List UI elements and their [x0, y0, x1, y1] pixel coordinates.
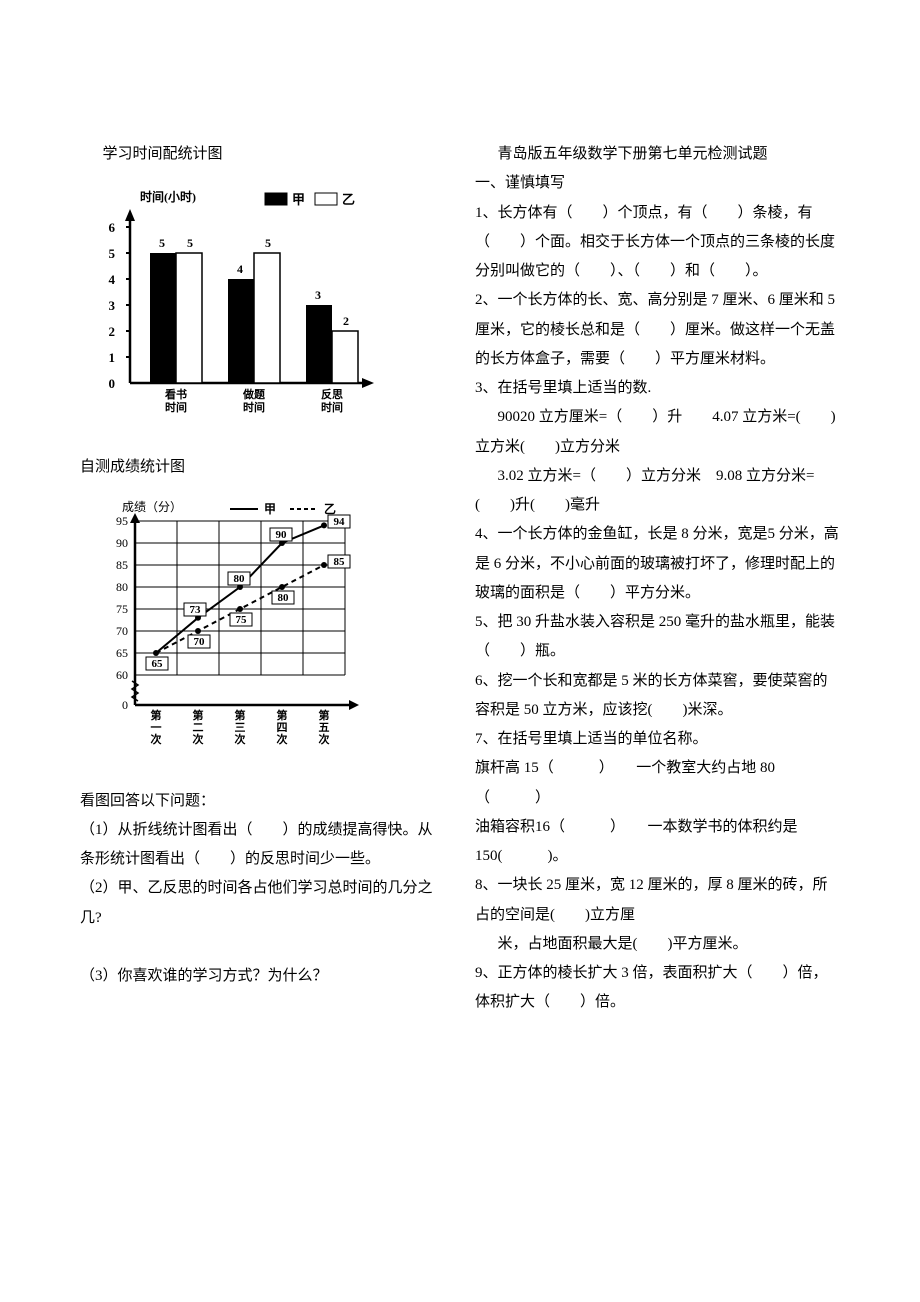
svg-text:60: 60: [116, 668, 128, 682]
section-1-heading: 一、谨慎填写: [475, 169, 840, 198]
q2: （2）甲、乙反思的时间各占他们学习总时间的几分之几?: [80, 874, 445, 933]
legend-jia: 甲: [292, 192, 305, 207]
item-1: 1、长方体有（ ）个顶点，有（ ）条棱，有（ ）个面。相交于长方体一个顶点的三条…: [475, 199, 840, 287]
svg-text:4: 4: [237, 262, 243, 276]
svg-text:0: 0: [109, 376, 116, 391]
left-column: 学习时间配统计图 时间(小时) 甲 乙 0 1 2 3: [80, 140, 445, 1018]
svg-text:3: 3: [315, 288, 321, 302]
svg-text:2: 2: [343, 314, 349, 328]
svg-text:第: 第: [235, 708, 246, 722]
svg-text:90: 90: [276, 529, 288, 541]
svg-text:时间: 时间: [321, 400, 343, 414]
line-chart: 成绩（分） 甲 乙: [80, 497, 445, 767]
svg-text:五: 五: [319, 721, 330, 734]
svg-text:2: 2: [109, 324, 116, 339]
svg-text:三: 三: [235, 721, 246, 734]
svg-text:第: 第: [319, 708, 330, 722]
svg-text:看书: 看书: [165, 387, 187, 401]
svg-text:次: 次: [193, 732, 204, 746]
svg-text:94: 94: [334, 516, 346, 528]
svg-text:5: 5: [109, 246, 116, 261]
q-intro: 看图回答以下问题：: [80, 787, 445, 816]
svg-text:85: 85: [116, 558, 128, 572]
svg-text:第: 第: [193, 708, 204, 722]
svg-text:次: 次: [319, 732, 330, 746]
svg-text:73: 73: [190, 604, 202, 616]
x-labels-line: 第一次 第二次 第三次 第四次 第五次: [151, 708, 330, 746]
right-column: 青岛版五年级数学下册第七单元检测试题 一、谨慎填写 1、长方体有（ ）个顶点，有…: [475, 140, 840, 1018]
svg-text:80: 80: [234, 573, 246, 585]
svg-text:时间: 时间: [165, 400, 187, 414]
svg-text:1: 1: [109, 350, 116, 365]
svg-text:0: 0: [122, 698, 128, 712]
item-7a: 旗杆高 15（ ） 一个教室大约占地 80（ ）: [475, 754, 840, 813]
svg-text:85: 85: [334, 556, 346, 568]
svg-text:80: 80: [278, 592, 290, 604]
item-3: 3、在括号里填上适当的数.: [475, 374, 840, 403]
y-ticks: 0 1 2 3 4 5 6: [109, 220, 131, 391]
y-tick-labels: 0 60 65 70 75 80 85 90 95: [116, 514, 128, 712]
bars: 5 5 4 5 3 2: [150, 236, 358, 383]
item-7: 7、在括号里填上适当的单位名称。: [475, 725, 840, 754]
svg-text:65: 65: [116, 646, 128, 660]
item-6: 6、挖一个长和宽都是 5 米的长方体菜窖，要使菜窖的容积是 50 立方米，应该挖…: [475, 667, 840, 726]
bar-chart: 时间(小时) 甲 乙 0 1 2 3 4 5 6: [80, 183, 445, 433]
svg-text:第: 第: [277, 708, 288, 722]
svg-text:90: 90: [116, 536, 128, 550]
svg-text:次: 次: [277, 732, 288, 746]
svg-text:75: 75: [236, 614, 248, 626]
svg-text:一: 一: [151, 722, 162, 734]
item-7b: 油箱容积16（ ） 一本数学书的体积约是 150( )。: [475, 813, 840, 872]
svg-text:5: 5: [159, 236, 165, 250]
svg-text:75: 75: [116, 602, 128, 616]
points: [153, 522, 327, 656]
svg-text:时间: 时间: [243, 400, 265, 414]
legend-yi: 乙: [342, 192, 355, 207]
item-5: 5、把 30 升盐水装入容积是 250 毫升的盐水瓶里，能装（ ）瓶。: [475, 608, 840, 667]
svg-text:5: 5: [187, 236, 193, 250]
svg-text:80: 80: [116, 580, 128, 594]
svg-text:3: 3: [109, 298, 116, 313]
item-8: 8、一块长 25 厘米，宽 12 厘米的，厚 8 厘米的砖，所占的空间是( )立…: [475, 871, 840, 930]
grid: [135, 521, 345, 675]
svg-text:反思: 反思: [321, 387, 343, 401]
item-3b: 3.02 立方米=（ ）立方分米 9.08 立方分米=( )升( )毫升: [475, 462, 840, 521]
svg-text:6: 6: [109, 220, 116, 235]
svg-text:四: 四: [277, 721, 288, 734]
svg-text:70: 70: [194, 636, 206, 648]
svg-text:次: 次: [235, 732, 246, 746]
doc-title: 青岛版五年级数学下册第七单元检测试题: [475, 140, 840, 169]
x-labels: 看书时间 做题时间 反思时间: [165, 387, 343, 414]
bar-chart-title: 学习时间配统计图: [80, 140, 445, 169]
item-2: 2、一个长方体的长、宽、高分别是 7 厘米、6 厘米和 5 厘米，它的棱长总和是…: [475, 286, 840, 374]
item-8a: 米，占地面积最大是( )平方厘米。: [475, 930, 840, 959]
svg-text:65: 65: [152, 658, 164, 670]
svg-text:5: 5: [265, 236, 271, 250]
svg-text:70: 70: [116, 624, 128, 638]
svg-text:乙: 乙: [324, 502, 336, 516]
q3: （3）你喜欢谁的学习方式？为什么？: [80, 962, 445, 991]
svg-text:第: 第: [151, 708, 162, 722]
svg-text:4: 4: [109, 272, 116, 287]
q1: （1）从折线统计图看出（ ）的成绩提高得快。从条形统计图看出（ ）的反思时间少一…: [80, 816, 445, 875]
item-9: 9、正方体的棱长扩大 3 倍，表面积扩大（ ）倍，体积扩大（ ）倍。: [475, 959, 840, 1018]
line-chart-title: 自测成绩统计图: [80, 453, 445, 482]
svg-text:二: 二: [193, 722, 204, 734]
y-axis-label: 时间(小时): [140, 189, 196, 204]
item-3a: 90020 立方厘米=（ ）升 4.07 立方米=( )立方米( )立方分米: [475, 403, 840, 462]
item-4: 4、一个长方体的金鱼缸，长是 8 分米，宽是5 分米，高是 6 分米，不小心前面…: [475, 520, 840, 608]
svg-text:次: 次: [151, 732, 162, 746]
svg-text:甲: 甲: [264, 502, 276, 516]
svg-text:做题: 做题: [242, 387, 266, 401]
svg-text:95: 95: [116, 514, 128, 528]
y-axis-label-line: 成绩（分）: [122, 500, 182, 514]
